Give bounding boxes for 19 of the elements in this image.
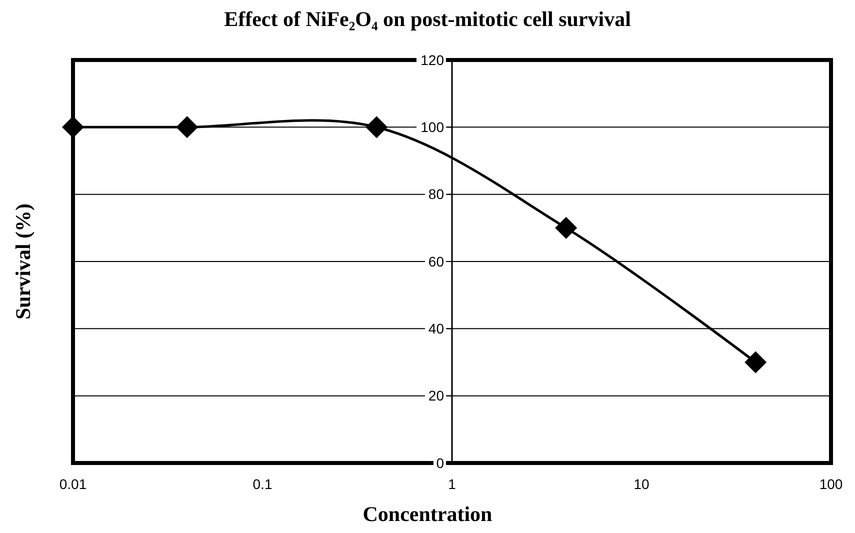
- chart-title: Effect of NiFe₂O₄ on post-mitotic cell survival: [224, 7, 632, 31]
- y-tick-label: 80: [428, 186, 444, 202]
- point: [176, 116, 198, 138]
- x-tick-label: 0.1: [252, 476, 272, 492]
- x-tick-label: 0.01: [59, 476, 87, 492]
- y-axis-title: Survival (%): [11, 203, 35, 320]
- x-tick-label: 1: [448, 476, 456, 492]
- y-tick-label: 60: [428, 253, 444, 270]
- y-tick-label: 100: [420, 119, 444, 136]
- x-tick-label: 10: [634, 476, 650, 492]
- x-tick-label: 100: [819, 476, 843, 492]
- y-tick-label: 40: [428, 320, 444, 337]
- point: [744, 351, 767, 374]
- y-tick-label: 0: [436, 454, 444, 471]
- y-tick-label: 120: [420, 52, 444, 68]
- point: [366, 116, 388, 138]
- x-axis-title: Concentration: [362, 502, 493, 526]
- point: [555, 216, 578, 239]
- y-tick-label: 20: [428, 388, 444, 404]
